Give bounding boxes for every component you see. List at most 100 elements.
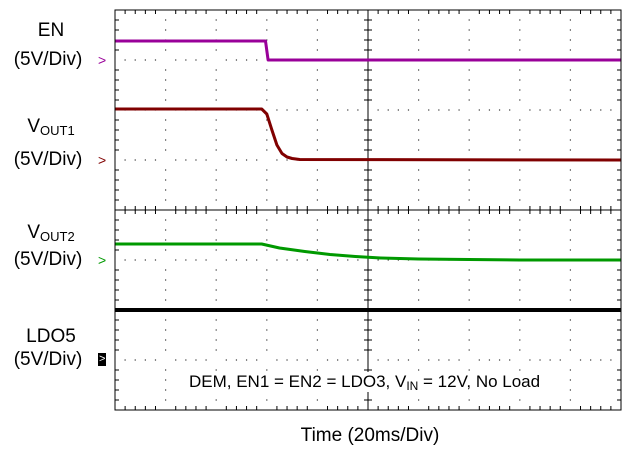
grid-dot: [235, 59, 238, 61]
grid-dot: [215, 339, 217, 341]
grid-dot: [428, 109, 430, 111]
grid-dot: [468, 369, 470, 371]
grid-dot: [397, 109, 399, 111]
grid-dot: [316, 369, 318, 371]
x-axis-label: Time (20ms/Div): [300, 425, 440, 446]
grid-dot: [316, 219, 318, 221]
grid-dot: [569, 89, 571, 91]
grid-dot: [144, 259, 146, 261]
grid-dot: [316, 199, 318, 201]
grid-dot: [519, 189, 521, 191]
grid-dot: [418, 399, 420, 401]
grid-dot: [569, 329, 571, 331]
grid-dot: [165, 329, 167, 331]
grid-dot: [225, 159, 227, 161]
grid-dot: [458, 359, 460, 361]
grid-dot: [266, 89, 268, 91]
grid-dot: [418, 99, 420, 101]
grid-dot: [215, 299, 217, 301]
grid-dot: [468, 129, 470, 131]
grid-dot: [266, 289, 268, 291]
grid-dot: [418, 369, 420, 371]
grid-dot: [569, 199, 571, 201]
grid-dot: [316, 239, 318, 241]
grid-dot: [519, 269, 521, 271]
grid-dot: [205, 359, 207, 361]
annotation-sub: IN: [406, 379, 419, 393]
grid-dot: [418, 169, 420, 171]
grid-dot: [519, 99, 521, 101]
grid-dot: [590, 109, 592, 111]
grid-dot: [165, 29, 167, 31]
grid-dot: [478, 359, 480, 361]
grid-dot: [316, 279, 318, 281]
grid-dot: [185, 59, 187, 61]
grid-dot: [569, 229, 571, 231]
grid-dot: [519, 369, 521, 371]
channel-scale-en: (5V/Div): [13, 49, 83, 70]
grid-dot: [215, 119, 217, 121]
grid-dot: [468, 269, 470, 271]
grid-dot: [468, 119, 470, 121]
grid-dot: [590, 359, 592, 361]
grid-dot: [245, 259, 248, 261]
grid-dot: [418, 19, 420, 21]
grid-dot: [266, 29, 268, 31]
grid-dot: [205, 59, 207, 61]
grid-dot: [569, 179, 571, 181]
grid-dot: [468, 199, 470, 201]
grid-dot: [387, 109, 389, 111]
grid-dot: [569, 289, 571, 291]
grid-dot: [519, 249, 521, 251]
grid-dot: [215, 249, 217, 251]
grid-dot: [225, 359, 227, 361]
grid-dot: [256, 59, 258, 61]
grid-dot: [418, 249, 420, 251]
grid-dot: [165, 79, 167, 81]
grid-dot: [418, 39, 420, 41]
grid-dot: [418, 119, 420, 121]
grid-dot: [124, 59, 126, 61]
grid-dot: [215, 139, 217, 141]
grid-dot: [266, 79, 268, 81]
grid-dot: [569, 49, 571, 51]
channel-label-vout2: VOUT2: [0, 222, 102, 244]
grid-dot: [519, 69, 521, 71]
grid-dot: [468, 329, 470, 331]
grid-dot: [286, 259, 288, 261]
grid-dot: [144, 359, 146, 361]
grid-dot: [276, 159, 278, 161]
annotation-pre: DEM, EN1 = EN2 = LDO3, V: [189, 372, 407, 391]
channel-scale-vout1: (5V/Div): [13, 149, 83, 170]
grid-dot: [387, 359, 389, 361]
grid-dot: [276, 109, 278, 111]
grid-dot: [235, 159, 238, 161]
grid-dot: [215, 169, 217, 171]
grid-dot: [569, 279, 571, 281]
grid-dot: [144, 59, 146, 61]
grid-dot: [569, 379, 571, 381]
grid-dot: [610, 359, 612, 361]
grid-dot: [256, 359, 258, 361]
grid-dot: [316, 49, 318, 51]
grid-dot: [418, 49, 420, 51]
grid-dot: [215, 89, 217, 91]
grid-dot: [316, 29, 318, 31]
grid-dot: [215, 229, 217, 231]
grid-dot: [266, 269, 268, 271]
grid-dot: [165, 389, 167, 391]
grid-dot: [569, 269, 571, 271]
grid-dot: [316, 19, 318, 21]
ground-marker-en: >: [98, 52, 107, 68]
grid-dot: [569, 29, 571, 31]
grid-dot: [418, 199, 420, 201]
grid-dot: [215, 279, 217, 281]
grid-dot: [438, 109, 440, 111]
grid-dot: [559, 109, 561, 111]
grid-dot: [418, 149, 420, 151]
grid-dot: [245, 159, 248, 161]
grid-dot: [569, 189, 571, 191]
grid-dot: [418, 339, 420, 341]
test-conditions-annotation: DEM, EN1 = EN2 = LDO3, VIN = 12V, No Loa…: [187, 372, 543, 393]
grid-dot: [316, 329, 318, 331]
